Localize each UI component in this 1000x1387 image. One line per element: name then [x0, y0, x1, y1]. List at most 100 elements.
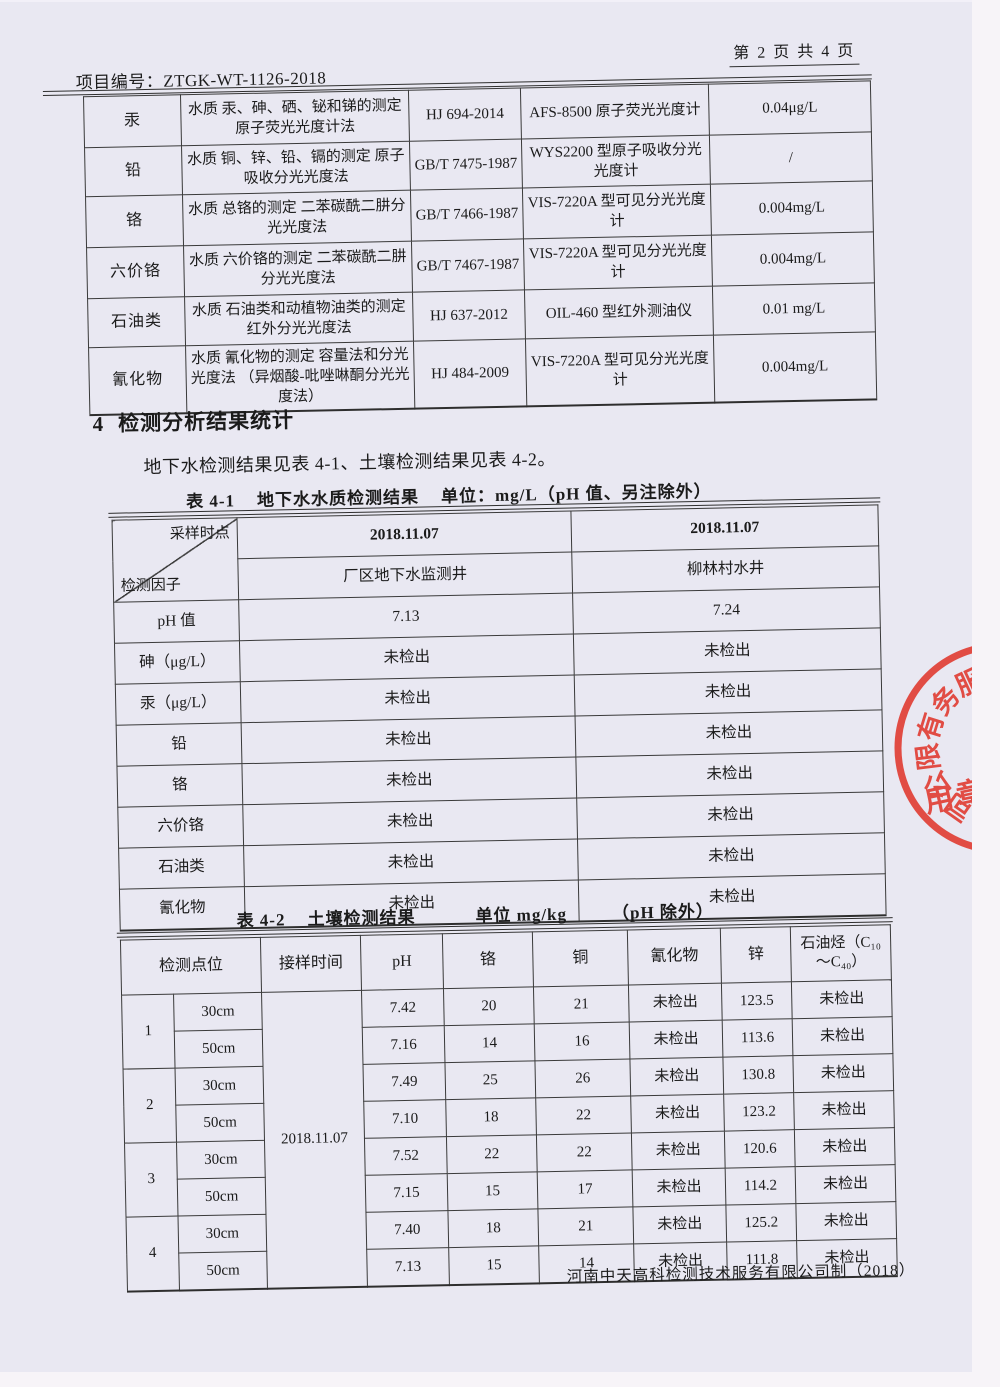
limit-cell: 0.04μg/L: [708, 80, 872, 136]
oil-cell: 未检出: [795, 1201, 897, 1241]
table42-caption-note: （pH 除外）: [611, 901, 715, 923]
section-number: 4: [92, 411, 105, 437]
site-header: 检测点位: [120, 937, 262, 996]
method-table: 汞 水质 汞、砷、硒、铋和锑的测定 原子荧光光度计法 HJ 694-2014 A…: [82, 80, 878, 417]
corner-label-top: 采样时点: [169, 525, 230, 543]
depth-cell: 30cm: [176, 1140, 266, 1180]
method-cell: 水质 氰化物的测定 容量法和分光光度法 （异烟酸-吡唑啉酮分光光度法）: [185, 341, 415, 414]
factor-cell: 氰化物: [119, 886, 246, 931]
param-cell: 铬: [85, 194, 184, 248]
ph-cell: 7.16: [362, 1025, 445, 1065]
cn-header: 氰化物: [627, 928, 722, 985]
factor-cell: pH 值: [113, 599, 240, 644]
standard-cell: GB/T 7475-1987: [409, 138, 523, 191]
cr-cell: 15: [447, 1171, 538, 1211]
oil-cell: 未检出: [791, 979, 893, 1019]
value-cell: 未检出: [241, 756, 577, 805]
cr-cell: 20: [443, 986, 535, 1026]
zn-cell: 113.6: [722, 1018, 793, 1058]
depth-cell: 30cm: [175, 1066, 264, 1106]
factor-cell: 铅: [116, 722, 242, 767]
cr-cell: 14: [444, 1023, 535, 1063]
limit-cell: 0.004mg/L: [711, 231, 875, 287]
limit-cell: 0.01 mg/L: [712, 282, 876, 336]
value-cell: 未检出: [243, 838, 579, 887]
table42-caption-unit: 单位 mg/kg: [475, 904, 568, 926]
limit-cell: 0.004mg/L: [710, 180, 874, 236]
oil-cell: 未检出: [792, 1016, 893, 1056]
value-cell: 未检出: [239, 634, 575, 682]
value-cell: 未检出: [242, 797, 578, 846]
cu-cell: 16: [534, 1021, 630, 1061]
date-cell: 2018.11.07: [236, 511, 572, 559]
oil-cell: 未检出: [792, 1053, 894, 1093]
value-cell: 未检出: [240, 675, 576, 723]
instrument-cell: WYS2200 型原子吸收分光光度计: [521, 135, 711, 188]
standard-cell: HJ 694-2014: [408, 87, 522, 142]
cn-cell: 未检出: [629, 1057, 724, 1096]
param-cell: 石油类: [87, 296, 186, 348]
depth-cell: 50cm: [175, 1103, 265, 1143]
site-number-cell: 1: [121, 994, 176, 1070]
corner-label-bottom: 检测因子: [120, 577, 182, 595]
param-cell: 汞: [83, 94, 182, 148]
factor-cell: 六价铬: [117, 804, 244, 849]
instrument-cell: AFS-8500 原子荧光光度计: [520, 84, 710, 139]
seal-arc-char: 限: [912, 742, 945, 772]
cn-cell: 未检出: [632, 1205, 727, 1244]
param-cell: 六价铬: [86, 245, 185, 299]
ph-cell: 7.52: [364, 1136, 448, 1176]
depth-cell: 30cm: [177, 1214, 267, 1254]
value-cell: 7.24: [572, 586, 881, 635]
zn-cell: 114.2: [725, 1166, 796, 1206]
cu-cell: 26: [534, 1058, 631, 1098]
cn-cell: 未检出: [630, 1094, 725, 1133]
standard-cell: HJ 637-2012: [412, 289, 526, 342]
value-cell: 未检出: [577, 832, 886, 880]
method-cell: 水质 六价铬的测定 二苯碳酰二肼分光光度法: [183, 241, 413, 297]
page-number: 第 2 页 共 4 页: [728, 36, 860, 68]
section-heading: 4 检测分析结果统计: [92, 404, 294, 438]
cr-cell: 15: [448, 1245, 540, 1286]
company-seal-stamp: 服 务 有 限 公 司 用章: [894, 646, 972, 850]
page-content: 项目编号：ZTGK-WT-1126-2018 第 2 页 共 4 页 汞 水质 …: [0, 0, 972, 1372]
groundwater-table: 采样时点 检测因子 2018.11.07 2018.11.07 厂区地下水监测井…: [111, 504, 887, 932]
instrument-cell: VIS-7220A 型可见分光光度计: [523, 235, 713, 290]
site-cell: 柳林村水井: [571, 545, 880, 594]
table42-caption-no: 表 4-2: [236, 910, 286, 931]
ph-cell: 7.13: [366, 1247, 450, 1287]
factor-cell: 汞（μg/L）: [115, 681, 242, 726]
depth-cell: 50cm: [177, 1177, 266, 1217]
section-title: 检测分析结果统计: [117, 408, 295, 436]
value-cell: 未检出: [574, 668, 882, 716]
depth-cell: 30cm: [173, 992, 263, 1032]
cr-cell: 18: [447, 1208, 539, 1248]
time-header: 接样时间: [260, 935, 362, 993]
method-cell: 水质 汞、砷、硒、铋和锑的测定 原子荧光光度计法: [180, 90, 410, 146]
value-cell: 未检出: [241, 715, 576, 764]
ph-cell: 7.10: [363, 1099, 447, 1139]
zn-cell: 130.8: [722, 1055, 794, 1095]
zn-cell: 123.2: [723, 1092, 795, 1132]
table42-caption-title: 土壤检测结果: [307, 907, 416, 929]
sample-time-cell: 2018.11.07: [261, 990, 368, 1289]
limit-cell: 0.004mg/L: [713, 331, 877, 403]
ph-cell: 7.40: [365, 1210, 449, 1250]
scanned-paper: 项目编号：ZTGK-WT-1126-2018 第 2 页 共 4 页 汞 水质 …: [0, 0, 972, 1372]
cu-cell: 17: [537, 1169, 633, 1209]
ph-cell: 7.15: [365, 1173, 448, 1213]
limit-cell: /: [709, 131, 873, 185]
zn-cell: 120.6: [724, 1129, 796, 1169]
site-cell: 厂区地下水监测井: [237, 552, 573, 600]
instrument-cell: VIS-7220A 型可见分光光度计: [522, 184, 712, 239]
method-cell: 水质 石油类和动植物油类的测定 红外分光光度法: [184, 292, 414, 346]
cn-cell: 未检出: [632, 1168, 726, 1207]
ph-cell: 7.49: [363, 1062, 446, 1102]
standard-cell: GB/T 7466-1987: [410, 187, 524, 242]
diagonal-header-cell: 采样时点 检测因子: [112, 517, 239, 603]
value-cell: 7.13: [238, 593, 574, 641]
seal-ring: [894, 646, 972, 850]
oil-cell: 未检出: [795, 1164, 896, 1204]
value-cell: 未检出: [573, 627, 882, 676]
oil-header: 石油烃（C₁₀～C₄₀）: [790, 924, 892, 982]
